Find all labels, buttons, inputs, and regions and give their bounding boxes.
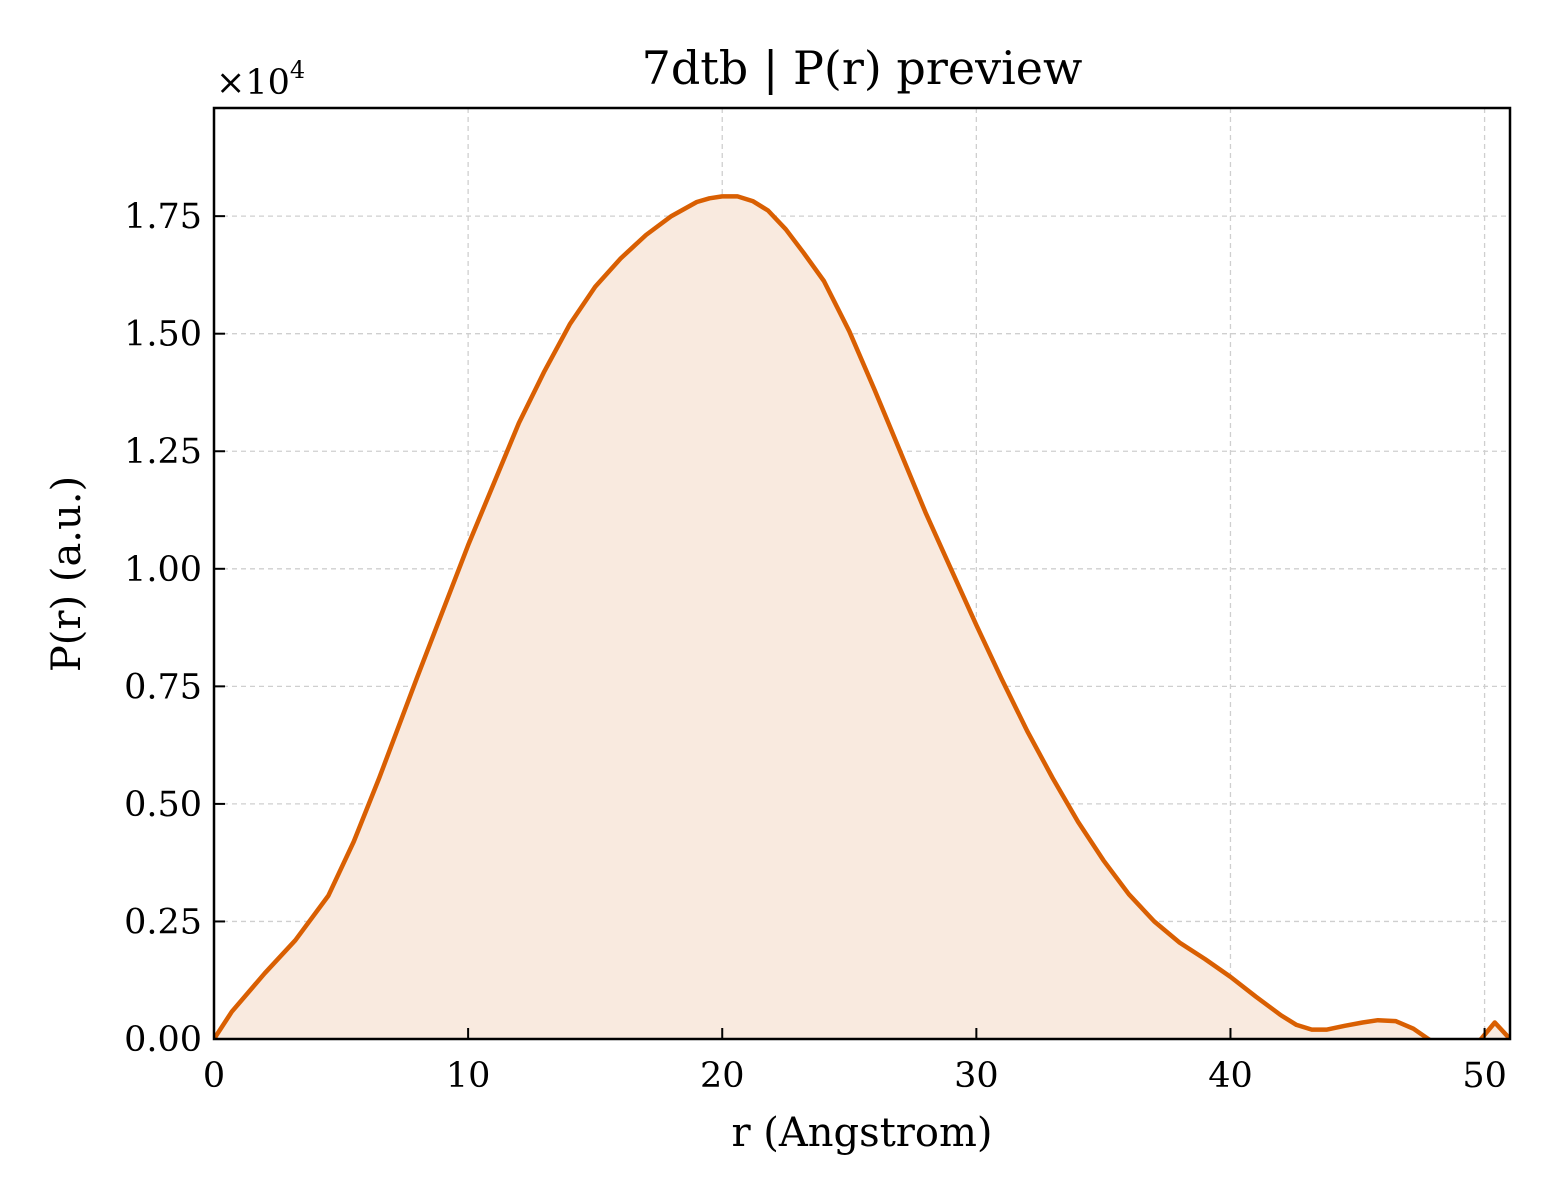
y-tick-label: 1.50 bbox=[124, 315, 202, 355]
chart-title: 7dtb | P(r) preview bbox=[642, 41, 1083, 95]
y-tick-label: 0.00 bbox=[124, 1020, 202, 1060]
axis-ticks: 0 10 20 30 40 50 0.00 0.25 0.50 0.75 1.00 1.25 1.50 1… bbox=[124, 197, 1507, 1096]
y-axis-label: P(r) (a.u.) bbox=[44, 476, 90, 672]
y-tick-label: 0.75 bbox=[124, 667, 202, 707]
y-tick-label: 1.75 bbox=[124, 197, 202, 237]
y-multiplier-base: ×10 bbox=[216, 63, 290, 103]
x-tick-label: 50 bbox=[1462, 1056, 1507, 1096]
y-tick-label: 0.25 bbox=[124, 902, 202, 942]
x-axis-label: r (Angstrom) bbox=[731, 1110, 992, 1156]
plot-frame bbox=[212, 106, 1512, 1041]
x-tick-label: 30 bbox=[954, 1056, 999, 1096]
y-multiplier-exponent: 4 bbox=[290, 56, 305, 84]
pr-area-fill bbox=[214, 196, 1510, 1039]
y-tick-label: 1.25 bbox=[124, 432, 202, 472]
x-tick-label: 20 bbox=[700, 1056, 745, 1096]
y-tick-label: 0.50 bbox=[124, 785, 202, 825]
pr-series-line bbox=[214, 194, 1510, 1039]
x-tick-label: 40 bbox=[1208, 1056, 1253, 1096]
y-multiplier: ×104 bbox=[216, 56, 305, 103]
x-tick-label: 10 bbox=[446, 1056, 491, 1096]
y-tick-label: 1.00 bbox=[124, 550, 202, 590]
x-tick-label: 0 bbox=[203, 1056, 225, 1096]
